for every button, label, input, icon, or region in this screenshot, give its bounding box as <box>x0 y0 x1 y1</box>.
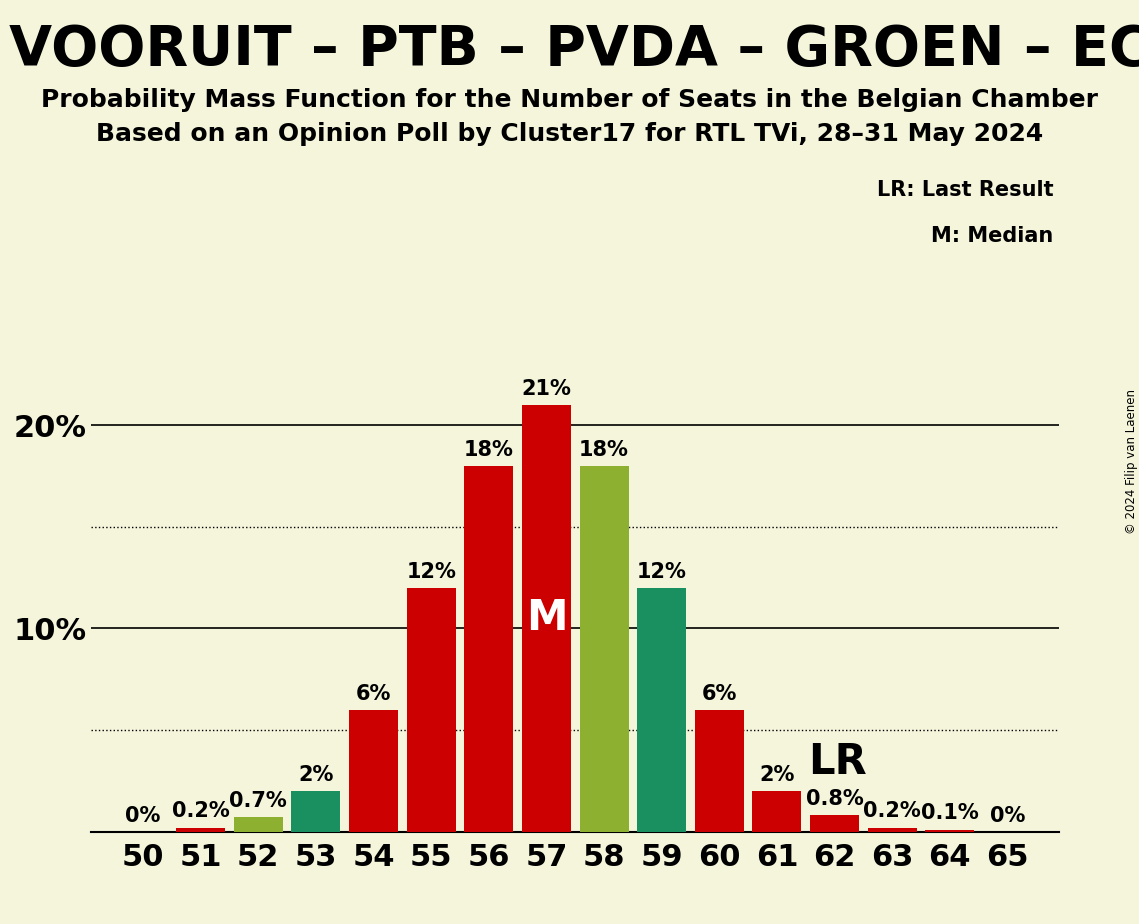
Text: 12%: 12% <box>637 562 687 581</box>
Bar <box>810 815 859 832</box>
Bar <box>637 588 686 832</box>
Text: Probability Mass Function for the Number of Seats in the Belgian Chamber: Probability Mass Function for the Number… <box>41 88 1098 112</box>
Text: © 2024 Filip van Laenen: © 2024 Filip van Laenen <box>1124 390 1138 534</box>
Bar <box>465 466 514 832</box>
Text: 0.1%: 0.1% <box>921 804 978 823</box>
Text: PS – VOORUIT – PTB – PVDA – GROEN – ECOLO: PS – VOORUIT – PTB – PVDA – GROEN – ECOL… <box>0 23 1139 77</box>
Bar <box>695 710 744 832</box>
Text: 12%: 12% <box>407 562 456 581</box>
Text: LR: Last Result: LR: Last Result <box>877 180 1054 201</box>
Text: 6%: 6% <box>355 684 391 703</box>
Bar <box>349 710 398 832</box>
Bar <box>522 405 571 832</box>
Text: 0.8%: 0.8% <box>805 789 863 809</box>
Text: 18%: 18% <box>579 440 629 459</box>
Bar <box>868 828 917 832</box>
Text: 0%: 0% <box>990 806 1025 825</box>
Text: 0.2%: 0.2% <box>863 801 921 821</box>
Text: 18%: 18% <box>464 440 514 459</box>
Text: Based on an Opinion Poll by Cluster17 for RTL TVi, 28–31 May 2024: Based on an Opinion Poll by Cluster17 fo… <box>96 122 1043 146</box>
Text: 21%: 21% <box>522 379 572 398</box>
Text: 0%: 0% <box>125 806 161 825</box>
Bar <box>580 466 629 832</box>
Bar <box>292 791 341 832</box>
Text: LR: LR <box>809 741 867 783</box>
Text: 0.7%: 0.7% <box>229 791 287 811</box>
Text: 6%: 6% <box>702 684 737 703</box>
Text: M: Median: M: Median <box>932 226 1054 247</box>
Text: M: M <box>525 597 567 639</box>
Text: 2%: 2% <box>760 765 795 784</box>
Bar <box>233 818 282 832</box>
Bar <box>407 588 456 832</box>
Bar <box>925 830 974 832</box>
Text: 0.2%: 0.2% <box>172 801 229 821</box>
Bar <box>753 791 802 832</box>
Bar <box>177 828 226 832</box>
Text: 2%: 2% <box>298 765 334 784</box>
